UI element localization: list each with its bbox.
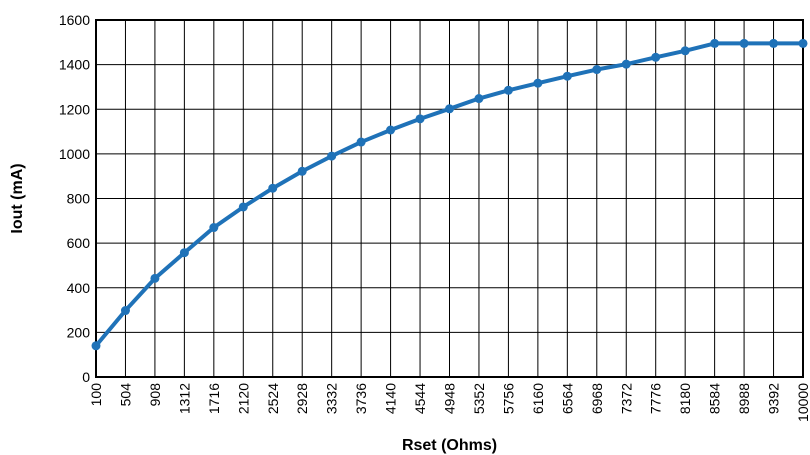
y-tick-label: 200	[67, 324, 91, 340]
data-point	[651, 52, 661, 62]
x-tick-label: 10000	[795, 383, 810, 422]
data-point	[356, 137, 366, 147]
x-tick-label: 1716	[206, 383, 222, 414]
y-axis-title: Iout (mA)	[9, 163, 26, 233]
y-tick-label: 1400	[59, 57, 90, 73]
y-tick-label: 0	[82, 369, 90, 385]
data-point	[120, 306, 130, 316]
x-tick-label: 1312	[176, 383, 192, 414]
data-point	[327, 151, 337, 161]
x-tick-label: 908	[147, 383, 163, 407]
x-tick-label: 8584	[707, 383, 723, 414]
y-tick-label: 800	[67, 191, 91, 207]
x-tick-label: 6160	[530, 383, 546, 414]
y-axis-tick-labels: 0 200 400 600 800 1000 1200 1400 1600	[59, 12, 90, 385]
x-axis-tick-labels: 100 504 908 1312 1716 2120 2524 2928 3332 3736 414…	[88, 383, 810, 422]
x-tick-label: 8988	[736, 383, 752, 414]
data-point	[739, 38, 749, 48]
x-tick-label: 7372	[618, 383, 634, 414]
x-tick-label: 3736	[353, 383, 369, 414]
data-point	[533, 78, 543, 88]
y-tick-label: 1600	[59, 12, 90, 28]
data-point	[592, 65, 602, 75]
data-point	[297, 166, 307, 176]
data-point	[386, 125, 396, 135]
x-tick-label: 3332	[324, 383, 340, 414]
data-point	[268, 183, 278, 193]
y-tick-label: 400	[67, 280, 91, 296]
y-tick-label: 600	[67, 235, 91, 251]
x-tick-label: 4948	[442, 383, 458, 414]
data-points	[91, 38, 808, 351]
x-tick-label: 2928	[294, 383, 310, 414]
data-point	[680, 46, 690, 56]
data-point	[179, 248, 189, 258]
x-tick-label: 5756	[500, 383, 516, 414]
data-point	[710, 38, 720, 48]
x-tick-label: 4544	[412, 383, 428, 414]
y-tick-label: 1200	[59, 101, 90, 117]
data-point	[91, 341, 101, 351]
data-point	[621, 59, 631, 69]
data-point	[150, 273, 160, 283]
x-tick-label: 4140	[383, 383, 399, 414]
x-tick-label: 5352	[471, 383, 487, 414]
x-tick-label: 8180	[677, 383, 693, 414]
data-point	[415, 114, 425, 124]
grid	[95, 19, 804, 378]
x-axis-title: Rset (Ohms)	[402, 437, 497, 454]
data-point	[769, 38, 779, 48]
y-tick-label: 1000	[59, 146, 90, 162]
x-tick-label: 7776	[648, 383, 664, 414]
data-point	[474, 94, 484, 104]
data-point	[238, 202, 248, 212]
x-tick-label: 9392	[766, 383, 782, 414]
data-point	[209, 223, 219, 233]
data-point	[503, 85, 513, 95]
x-tick-label: 6968	[589, 383, 605, 414]
data-point	[445, 104, 454, 114]
x-tick-label: 2524	[265, 383, 281, 414]
x-tick-label: 2120	[235, 383, 251, 414]
data-point	[562, 71, 572, 81]
plot-area-frame	[95, 19, 804, 378]
data-point	[798, 38, 808, 48]
x-tick-label: 6564	[559, 383, 575, 414]
x-tick-label: 504	[117, 383, 133, 407]
x-tick-label: 100	[88, 383, 104, 407]
